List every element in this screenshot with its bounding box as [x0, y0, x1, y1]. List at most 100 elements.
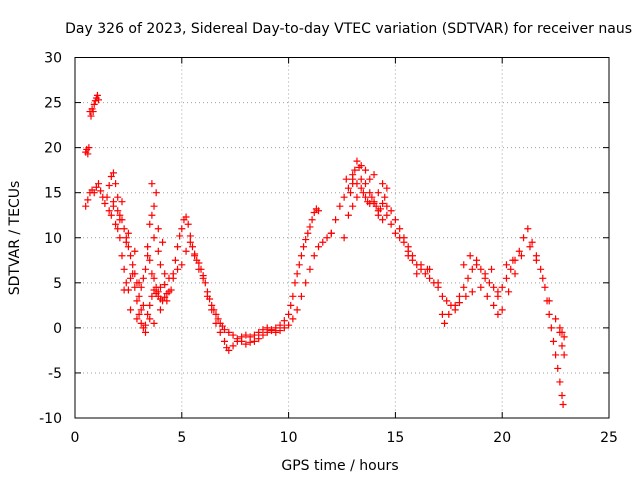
data-point: [84, 150, 92, 158]
data-point: [327, 229, 335, 237]
data-point: [120, 265, 128, 273]
data-point: [560, 333, 568, 341]
data-point: [242, 340, 250, 348]
data-point: [344, 184, 352, 192]
data-point: [319, 238, 327, 246]
data-point: [137, 306, 145, 314]
x-axis-label: GPS time / hours: [281, 458, 398, 474]
data-point: [556, 378, 564, 386]
axis-ticks: 0 5 10 15 20 25 -10 -5 0 5 10 15 20 25 30: [39, 51, 618, 447]
data-point: [370, 198, 378, 206]
data-point: [464, 274, 472, 282]
data-point: [445, 310, 453, 318]
data-point: [131, 283, 139, 291]
data-point: [477, 265, 485, 273]
data-point: [481, 274, 489, 282]
data-point: [554, 364, 562, 372]
data-point: [426, 265, 434, 273]
data-point: [186, 238, 194, 246]
data-point: [466, 252, 474, 260]
data-point: [195, 259, 203, 267]
data-point: [97, 187, 105, 195]
data-point: [340, 193, 348, 201]
data-point: [511, 270, 519, 278]
data-point: [112, 180, 120, 188]
data-point: [154, 247, 162, 255]
data-point: [101, 200, 109, 208]
data-point: [541, 283, 549, 291]
data-point: [285, 321, 293, 329]
data-point: [148, 270, 156, 278]
data-point: [490, 283, 498, 291]
data-point: [494, 292, 502, 300]
x-tick-label: 0: [71, 430, 80, 446]
data-point: [116, 216, 124, 224]
data-point: [90, 189, 98, 197]
data-point: [545, 310, 553, 318]
data-point: [306, 265, 314, 273]
data-point: [141, 265, 149, 273]
data-point: [171, 256, 179, 264]
data-point: [528, 238, 536, 246]
data-point: [366, 189, 374, 197]
data-point: [370, 171, 378, 179]
data-point: [146, 256, 154, 264]
data-point: [276, 327, 284, 335]
data-point: [150, 319, 158, 327]
data-point: [103, 193, 111, 201]
data-point: [214, 315, 222, 323]
data-point: [114, 207, 122, 215]
data-point: [131, 270, 139, 278]
data-point: [129, 261, 137, 269]
data-point: [455, 292, 463, 300]
y-tick-label: 5: [53, 276, 62, 292]
data-point: [421, 270, 429, 278]
data-point: [443, 297, 451, 305]
data-point: [361, 180, 369, 188]
data-point: [188, 243, 196, 251]
data-point: [441, 319, 449, 327]
data-point: [293, 270, 301, 278]
data-point: [176, 232, 184, 240]
data-point: [477, 283, 485, 291]
data-point: [246, 333, 254, 341]
data-point: [558, 328, 566, 336]
data-point: [146, 220, 154, 228]
data-point: [156, 306, 164, 314]
data-point: [221, 326, 229, 334]
data-point: [122, 279, 130, 287]
data-point: [460, 283, 468, 291]
data-point: [379, 216, 387, 224]
data-point: [178, 261, 186, 269]
data-point: [127, 252, 135, 260]
data-point: [212, 319, 220, 327]
data-point: [306, 223, 314, 231]
data-point: [287, 301, 295, 309]
data-point: [396, 225, 404, 233]
data-point: [116, 234, 124, 242]
data-point: [90, 100, 98, 108]
data-point: [150, 274, 158, 282]
data-point: [357, 175, 365, 183]
data-point: [293, 306, 301, 314]
data-point: [150, 202, 158, 210]
y-tick-label: 10: [44, 231, 62, 247]
data-point: [295, 261, 303, 269]
data-point: [135, 310, 143, 318]
data-point: [460, 261, 468, 269]
data-point: [242, 331, 250, 339]
data-point: [558, 342, 566, 350]
data-point: [498, 283, 506, 291]
data-point: [379, 180, 387, 188]
x-tick-label: 5: [177, 430, 186, 446]
data-point: [374, 189, 382, 197]
data-point: [383, 184, 391, 192]
data-point: [182, 213, 190, 221]
data-point: [105, 181, 113, 189]
data-point: [368, 193, 376, 201]
data-point: [146, 301, 154, 309]
data-point: [148, 180, 156, 188]
data-point: [161, 281, 169, 289]
data-point: [146, 315, 154, 323]
data-point: [383, 211, 391, 219]
